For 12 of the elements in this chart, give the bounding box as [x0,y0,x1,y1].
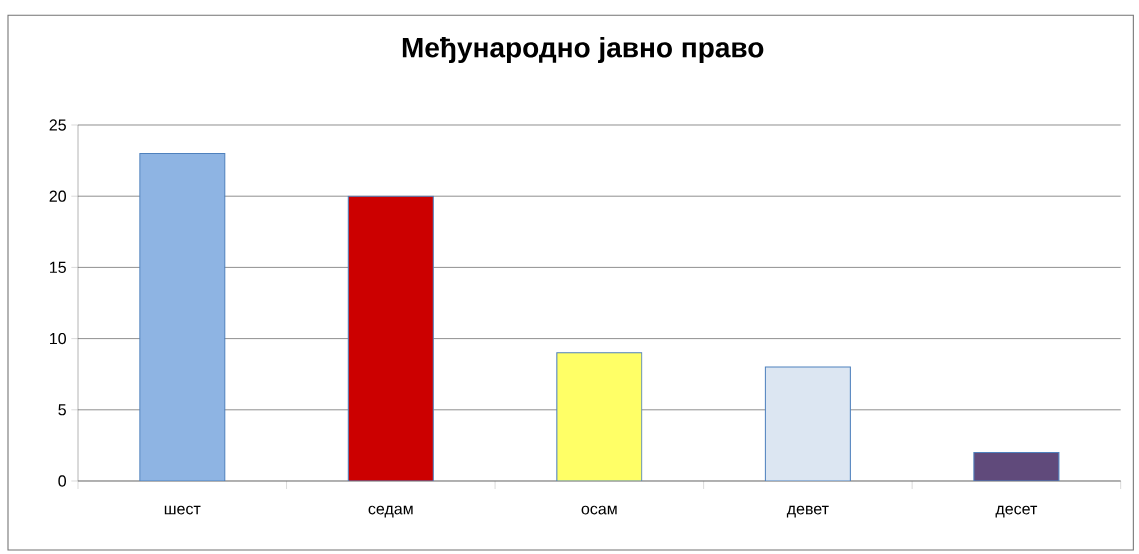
x-tick-label: осам [581,505,617,515]
y-tick-label: 25 [49,119,66,131]
y-tick-label: 5 [58,404,66,416]
x-tick-label: десет [995,505,1038,518]
y-tick-label: 20 [49,190,66,202]
chart-title: Међународно јавно право [402,36,764,64]
y-tick-label: 0 [58,475,67,487]
y-tick-label: 15 [50,261,66,273]
x-tick-label: девет [786,505,829,518]
x-tick-label: седам [368,505,413,518]
x-tick-label: шест [164,505,201,515]
y-tick-label: 10 [50,332,66,345]
